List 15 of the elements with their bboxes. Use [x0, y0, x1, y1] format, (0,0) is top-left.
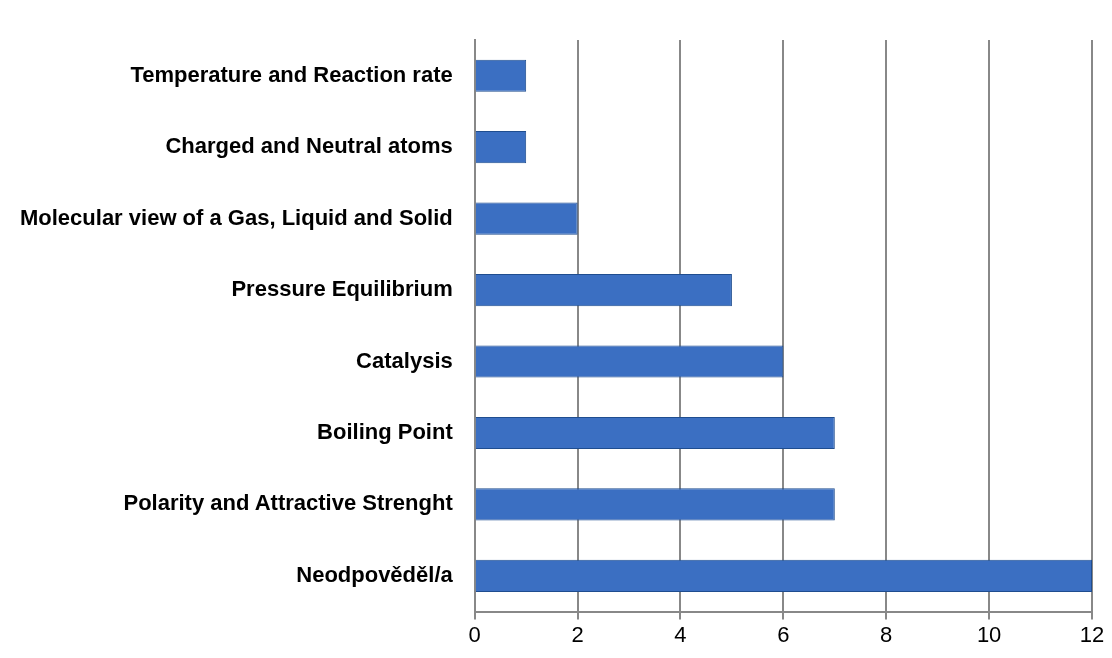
x-tick-label: 4: [674, 621, 687, 647]
y-tick-label: Neodpověděl/a: [296, 561, 454, 587]
x-tick-label: 0: [468, 621, 481, 647]
y-tick-label: Boiling Point: [317, 419, 454, 445]
x-tick-label: 12: [1079, 621, 1105, 647]
y-tick-label: Polarity and Attractive Strenght: [123, 490, 454, 516]
y-tick-label: Molecular view of a Gas, Liquid and Solid: [19, 204, 453, 230]
y-tick-label: Catalysis: [356, 347, 453, 373]
x-tick-label: 6: [777, 621, 790, 647]
y-tick-label: Charged and Neutral atoms: [165, 133, 453, 159]
y-tick-label: Pressure Equilibrium: [231, 276, 453, 302]
x-tick-label: 8: [880, 621, 893, 647]
x-tick-label: 10: [976, 621, 1002, 647]
y-tick-label: Temperature and Reaction rate: [130, 61, 453, 87]
x-tick-label: 2: [571, 621, 584, 647]
